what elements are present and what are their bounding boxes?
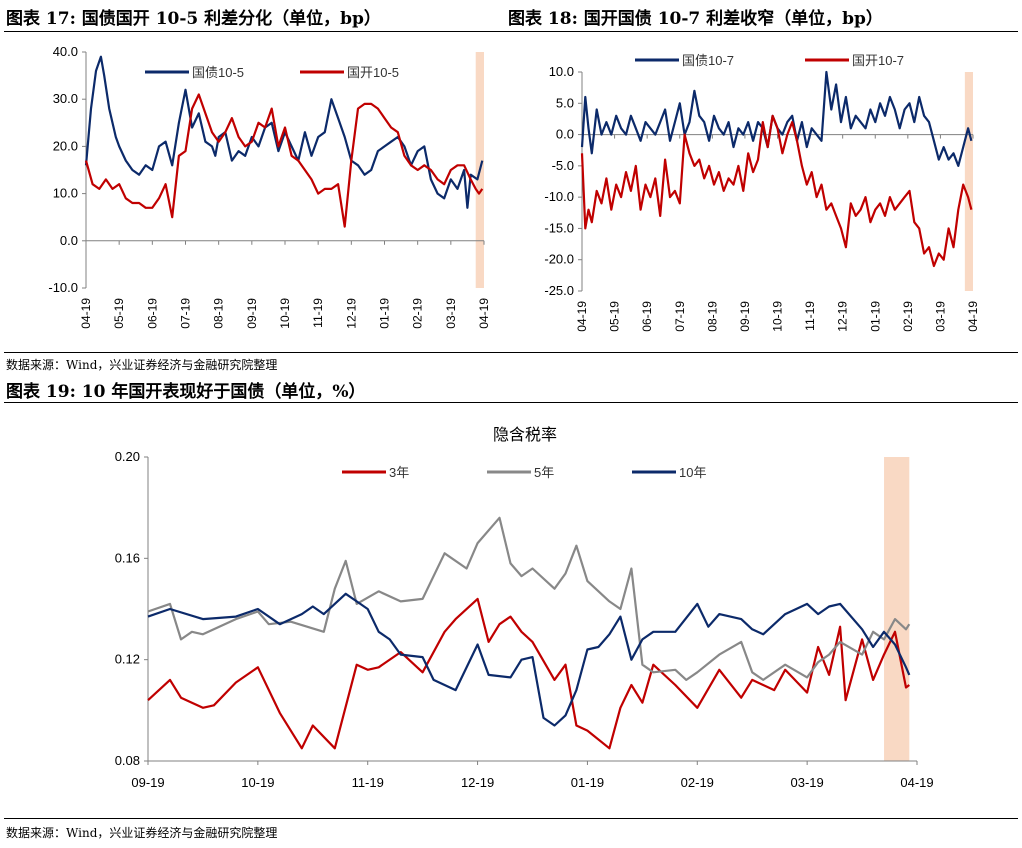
c17-xtick-label: 01-19: [378, 298, 392, 329]
c19-xtick-label: 10-19: [241, 775, 274, 790]
c18-ytick-label: -20.0: [544, 252, 574, 267]
c19-title: 隐含税率: [493, 426, 557, 444]
source-note-top: 数据来源：Wind，兴业证券经济与金融研究院整理: [6, 358, 278, 372]
c19-xtick-label: 09-19: [131, 775, 164, 790]
c19-ytick-label: 0.12: [115, 652, 140, 667]
c19-series-line-1: [147, 597, 910, 750]
c17-ytick-label: 30.0: [53, 91, 78, 106]
c19-xtick-label: 01-19: [571, 775, 604, 790]
c18-ytick-label: -10.0: [544, 189, 574, 204]
c18-xtick-label: 08-19: [705, 301, 719, 332]
c17-legend-label-1: 国债10-5: [192, 65, 244, 80]
c18-xtick-label: 09-19: [738, 301, 752, 332]
c17-xtick-label: 08-19: [212, 298, 226, 329]
c18-ytick-label: 10.0: [549, 64, 574, 79]
c18-legend-label-2: 国开10-7: [852, 53, 904, 68]
c17-xtick-label: 03-19: [444, 298, 458, 329]
chart-17-header: 图表 17: 国债国开 10-5 利差分化（单位，bp）: [6, 9, 381, 29]
c18-xtick-label: 10-19: [771, 301, 785, 332]
c17-xtick-label: 06-19: [145, 298, 159, 329]
c17-xtick-label: 04-19: [79, 298, 93, 329]
c18-ytick-label: 5.0: [556, 95, 574, 110]
source-rule-bottom: [4, 818, 1018, 819]
c19-xtick-label: 11-19: [352, 775, 384, 790]
c19-series-line-2: [147, 516, 911, 682]
c18-xtick-label: 07-19: [673, 301, 687, 332]
c17-xtick-label: 09-19: [245, 298, 259, 329]
c18-xtick-label: 12-19: [836, 301, 850, 332]
c17-ytick-label: 0.0: [60, 233, 78, 248]
c19-ytick-label: 0.16: [115, 550, 140, 565]
header-rule-top: [4, 31, 1018, 32]
c17-xtick-label: 05-19: [112, 298, 126, 329]
c19-ytick-label: 0.20: [115, 449, 140, 464]
c19-xtick-label: 03-19: [791, 775, 824, 790]
c18-ytick-label: -5.0: [552, 158, 574, 173]
c17-xtick-label: 07-19: [179, 298, 193, 329]
c18-xtick-label: 11-19: [803, 301, 817, 331]
header-rule-bottom: [4, 402, 1018, 403]
c18-ytick-label: 0.0: [556, 127, 574, 142]
c17-ytick-label: -10.0: [48, 280, 78, 295]
c17-chart: -10.0 0.0 10.0 20.0 30.0 40.0 04-19 05-19 06-19 0…: [48, 44, 491, 329]
c18-xtick-label: 06-19: [640, 301, 654, 332]
c19-xtick-label: 12-19: [461, 775, 494, 790]
c17-ytick-label: 40.0: [53, 44, 78, 59]
c17-xtick-label: 04-19: [477, 298, 491, 329]
c19-legend-label-2: 5年: [534, 465, 554, 480]
chart-19-header: 图表 19: 10 年国开表现好于国债（单位，%）: [6, 382, 366, 402]
c18-ytick-label: -15.0: [544, 220, 574, 235]
c19-chart: 0.08 0.12 0.16 0.20 09-19 10-19 11-19 12-19 01-1…: [115, 426, 934, 790]
c19-legend-label-1: 3年: [389, 465, 409, 480]
c18-chart: -25.0 -20.0 -15.0 -10.0 -5.0 0.0 5.0 10.0 04-19 0…: [544, 53, 980, 332]
c19-legend-label-3: 10年: [679, 465, 706, 480]
c19-highlight-band: [884, 457, 910, 761]
c18-ytick-label: -25.0: [544, 283, 574, 298]
c18-xtick-label: 04-19: [575, 301, 589, 332]
c17-xtick-label: 12-19: [344, 298, 358, 329]
c18-xtick-label: 05-19: [608, 301, 622, 332]
c19-ytick-label: 0.08: [115, 753, 140, 768]
c19-xtick-label: 02-19: [681, 775, 714, 790]
c18-highlight-band: [964, 72, 973, 291]
c19-xtick-label: 04-19: [900, 775, 933, 790]
c17-ytick-label: 20.0: [53, 138, 78, 153]
c17-ytick-label: 10.0: [53, 186, 78, 201]
c17-legend-label-2: 国开10-5: [347, 65, 399, 80]
c17-xtick-label: 10-19: [278, 298, 292, 329]
c18-xtick-label: 02-19: [901, 301, 915, 332]
source-note-bottom: 数据来源：Wind，兴业证券经济与金融研究院整理: [6, 826, 278, 840]
c18-series-line-1: [580, 70, 973, 167]
c19-series-line-3: [147, 592, 911, 727]
c17-xtick-label: 11-19: [311, 298, 325, 328]
c17-xtick-label: 02-19: [411, 298, 425, 329]
c18-series-line-2: [580, 114, 973, 268]
source-rule-top: [4, 352, 1018, 353]
c17-series-line-1: [84, 55, 484, 209]
c18-xtick-label: 03-19: [933, 301, 947, 332]
c18-legend-label-1: 国债10-7: [682, 53, 734, 68]
c18-xtick-label: 04-19: [966, 301, 980, 332]
c17-series-line-2: [84, 93, 484, 228]
c18-xtick-label: 01-19: [868, 301, 882, 332]
chart-18-header: 图表 18: 国开国债 10-7 利差收窄（单位，bp）: [508, 9, 883, 29]
